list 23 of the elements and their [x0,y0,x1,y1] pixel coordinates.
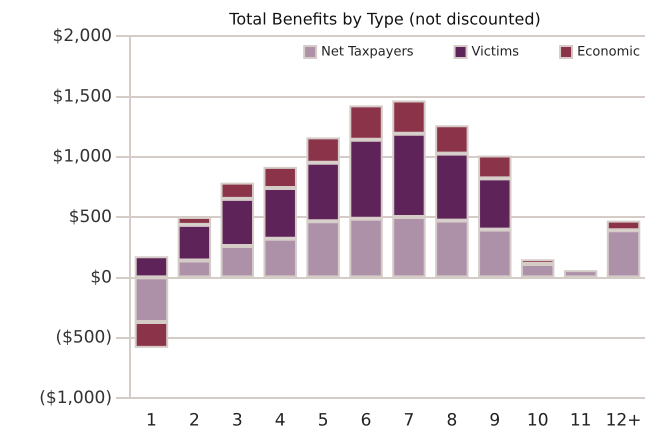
x-tick-label: 1 [146,410,157,429]
y-tick-label: $500 [68,207,112,227]
y-tick-label: ($1,000) [39,388,112,408]
legend-label: Victims [472,44,520,60]
x-tick-label: 10 [526,410,549,429]
y-tick-label: $1,500 [52,86,112,106]
x-tick-label: 7 [404,410,414,429]
y-tick-label: $2,000 [52,26,112,46]
x-tick-label: 6 [360,410,372,429]
y-tick-label: $0 [90,267,112,288]
x-tick-label: 8 [446,410,458,429]
x-tick-label: 12+ [606,410,642,429]
x-tick-label: 3 [232,410,243,429]
y-tick-label: $1,000 [52,146,112,167]
x-tick-label: 2 [188,410,200,429]
legend-label: Economic [577,44,640,60]
y-tick-label: ($500) [55,328,112,348]
x-tick-label: 9 [489,410,500,429]
x-tick-label: 5 [318,410,329,429]
x-tick-label: 11 [570,410,592,429]
chart-title: Total Benefits by Type (not discounted) [228,10,541,28]
x-tick-label: 4 [274,410,286,429]
legend-label: Net Taxpayers [321,44,414,60]
